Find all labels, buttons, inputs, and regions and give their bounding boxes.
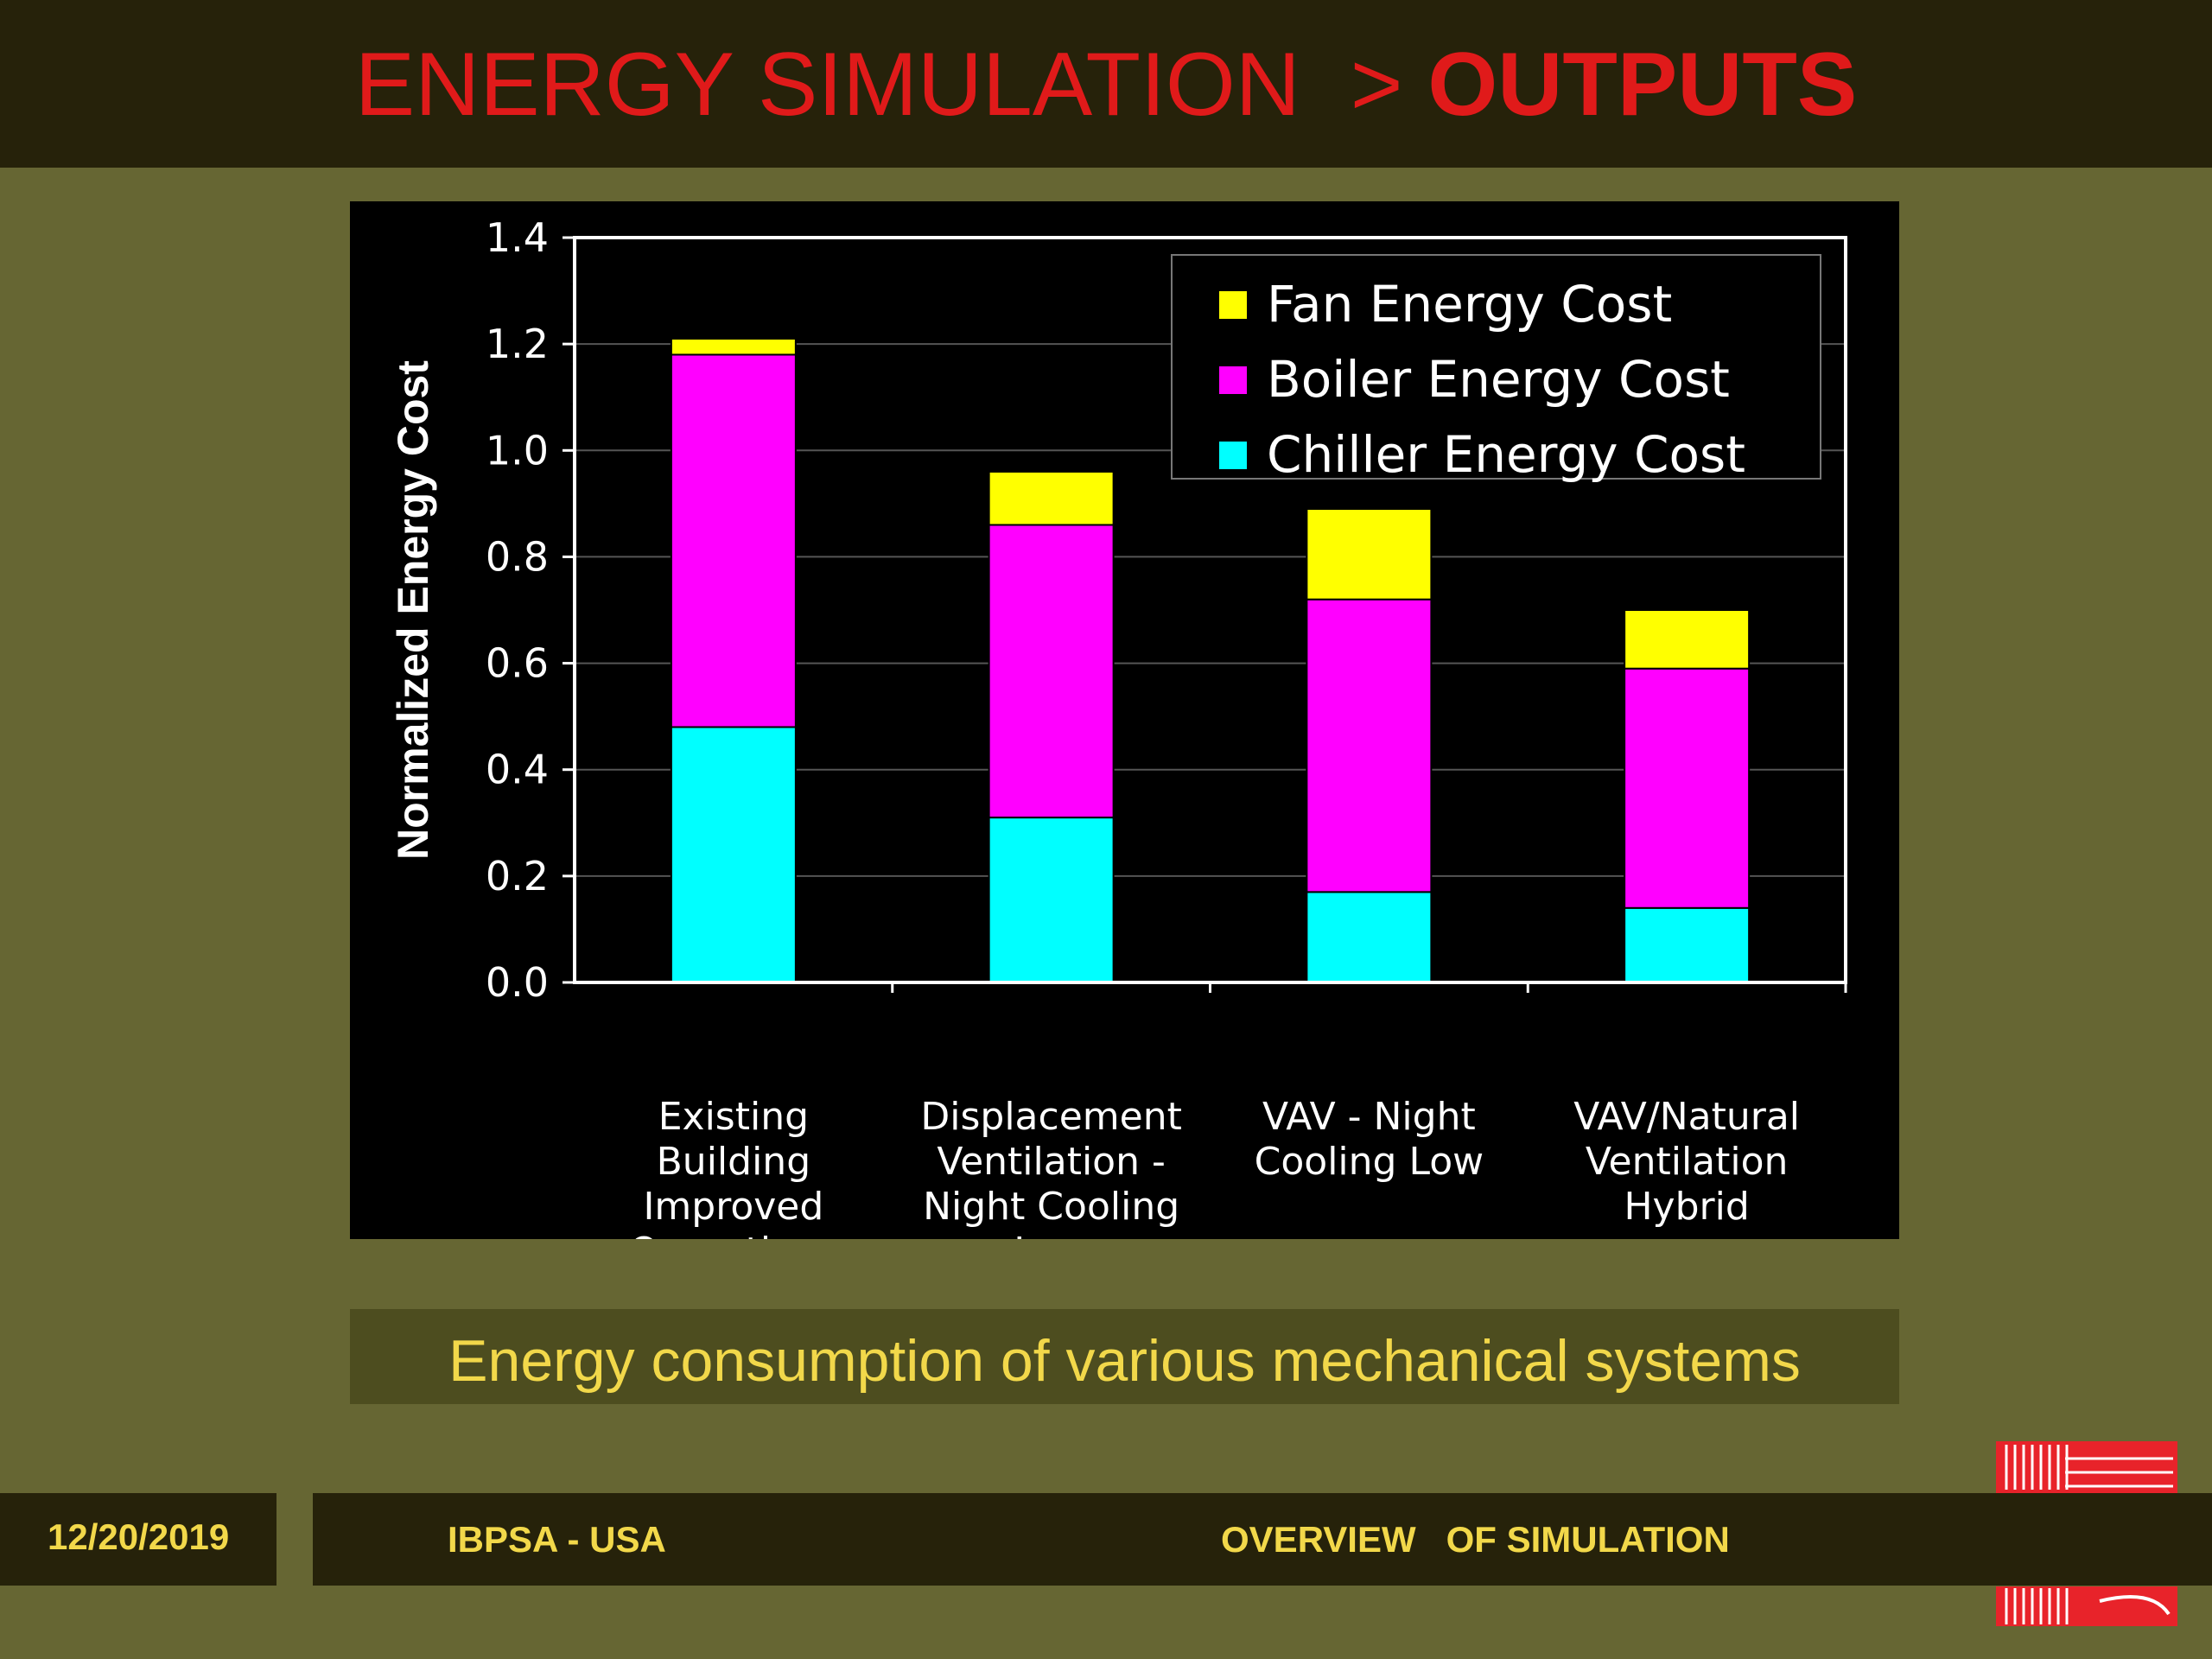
y-tick-label: 0.0: [486, 959, 549, 1006]
footer-bar: IBPSA - USA OVERVIEW OF SIMULATION: [313, 1493, 2212, 1586]
x-category-label: Building: [657, 1140, 811, 1184]
bar-segment: [670, 726, 797, 983]
x-category-label: Night Cooling: [923, 1185, 1179, 1229]
bar-segment: [1624, 667, 1751, 909]
bar-segment: [988, 470, 1115, 526]
legend-label: Boiler Energy Cost: [1267, 350, 1730, 409]
footer-date-box: 12/20/2019: [0, 1493, 276, 1586]
x-category-label: VAV - Night: [1262, 1095, 1476, 1139]
bar-segment: [1306, 598, 1433, 893]
bar-segment: [1624, 906, 1751, 983]
footer-section: OVERVIEW OF SIMULATION: [1221, 1519, 1730, 1560]
legend-swatch: [1219, 366, 1247, 394]
x-category-label: Displacement: [920, 1095, 1181, 1139]
legend-swatch: [1219, 442, 1247, 469]
x-category-label: Ventilation: [1586, 1140, 1789, 1184]
y-tick-label: 1.2: [486, 321, 549, 367]
title-strong: OUTPUTS: [1427, 35, 1858, 135]
footer-org: IBPSA - USA: [448, 1519, 666, 1560]
x-category-label: Operations: [629, 1230, 838, 1239]
legend-swatch: [1219, 291, 1247, 319]
x-category-label: VAV/Natural: [1573, 1095, 1800, 1139]
chart-panel: 0.0 0.2 0.4 0.6 0.8 1.0 1.2 1.4 Normalized Energ…: [350, 201, 1899, 1239]
plot-frame: [573, 236, 1847, 984]
bar-segment: [1306, 891, 1433, 983]
bar-segment: [670, 337, 797, 356]
legend-label: Fan Energy Cost: [1267, 275, 1672, 334]
header-bar: ENERGY SIMULATION > OUTPUTS: [0, 0, 2212, 168]
bar-segment: [1306, 508, 1433, 601]
stacked-bar-chart: 0.0 0.2 0.4 0.6 0.8 1.0 1.2 1.4 Normalized Energ…: [389, 214, 1847, 1239]
x-category-label: Cooling Low: [1255, 1140, 1484, 1184]
ibpsa-logo: [1996, 1441, 2177, 1626]
bar-segment: [988, 817, 1115, 984]
bar-segment: [670, 353, 797, 728]
y-axis-label: Normalized Energy Cost: [389, 360, 437, 860]
slide-title: ENERGY SIMULATION > OUTPUTS: [0, 33, 2212, 137]
y-tick-label: 0.8: [486, 533, 549, 580]
bar-segment: [988, 524, 1115, 819]
bar-segment: [1624, 609, 1751, 670]
legend-box: [1171, 254, 1821, 480]
x-category-label: Existing: [658, 1095, 809, 1139]
y-tick-label: 0.2: [486, 853, 549, 899]
caption-box: Energy consumption of various mechanical…: [350, 1309, 1899, 1404]
x-category-label: Low: [1014, 1230, 1089, 1239]
chart-caption: Energy consumption of various mechanical…: [448, 1328, 1801, 1394]
y-tick-label: 0.6: [486, 640, 549, 687]
y-tick-label: 1.4: [486, 214, 549, 261]
y-tick-label: 1.0: [486, 427, 549, 474]
title-prefix: ENERGY SIMULATION >: [354, 35, 1428, 135]
legend-label: Chiller Energy Cost: [1267, 425, 1745, 484]
x-category-label: Ventilation -: [937, 1140, 1165, 1184]
x-category-label: Hybrid: [1624, 1185, 1749, 1229]
y-tick-label: 0.4: [486, 747, 549, 793]
footer-date: 12/20/2019: [48, 1516, 230, 1557]
x-category-label: Improved: [643, 1185, 823, 1229]
